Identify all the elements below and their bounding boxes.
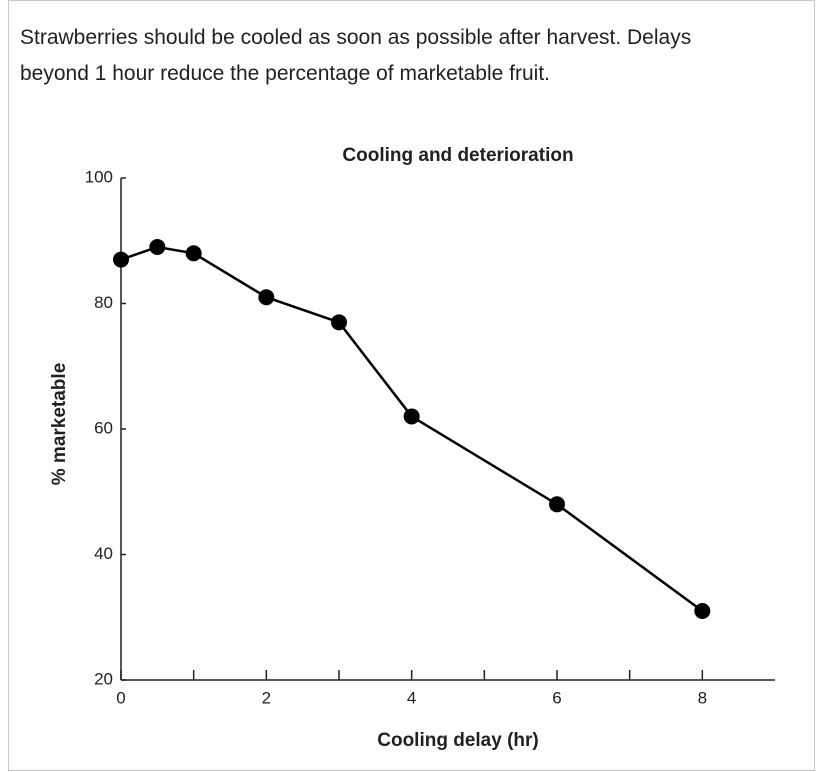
frame [8, 0, 815, 771]
x-tick-label: 4 [407, 688, 416, 707]
data-point [403, 408, 420, 425]
y-tick-label: 20 [94, 669, 113, 688]
caption-line: beyond 1 hour reduce the percentage of m… [20, 62, 550, 85]
y-axis-label: % marketable [49, 363, 70, 486]
x-tick-label: 0 [116, 688, 125, 707]
y-tick-label: 40 [94, 544, 113, 563]
x-tick-label: 2 [262, 688, 271, 707]
data-point [331, 314, 347, 331]
data-line [120, 245, 704, 612]
y-tick-label: 100 [85, 167, 113, 186]
y-tick-label: 60 [94, 418, 113, 437]
x-axis-label: Cooling delay (hr) [377, 730, 539, 751]
data-point [694, 602, 711, 619]
data-point [549, 496, 565, 513]
data-point [185, 245, 202, 262]
x-tick-label: 6 [552, 688, 561, 707]
data-point [258, 289, 275, 306]
y-tick-label: 80 [94, 293, 113, 312]
chart-title: Cooling and deterioration [342, 145, 573, 166]
data-point [113, 251, 129, 268]
x-tick-label: 8 [698, 688, 707, 707]
data-point [149, 239, 166, 256]
caption-line: Strawberries should be cooled as soon as… [20, 26, 691, 49]
